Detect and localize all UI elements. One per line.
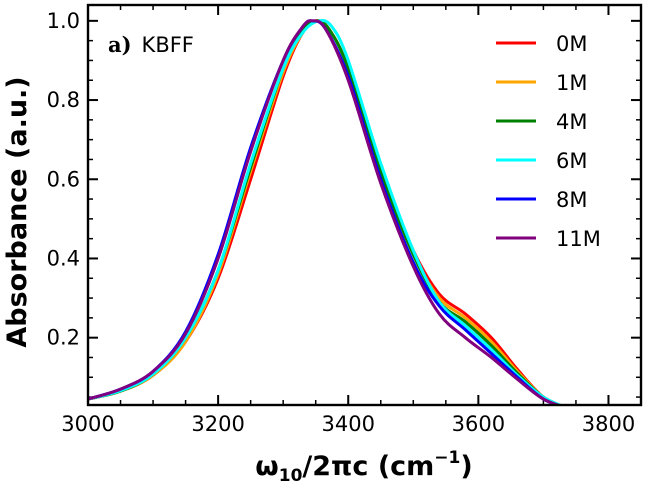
panel-label-name: KBFF bbox=[142, 33, 194, 57]
x-axis-title: ω10/2πc (cm−1) bbox=[255, 448, 472, 485]
plot-frame bbox=[86, 3, 643, 407]
y-tick-label: 0.2 bbox=[47, 326, 80, 350]
panel-label-prefix: a) bbox=[108, 32, 132, 57]
y-tick-label: 0.6 bbox=[47, 167, 80, 191]
x-tick-label: 3400 bbox=[322, 412, 375, 436]
tick-labels: 3000 3200 3400 3600 3800 0.2 0.4 0.6 0.8 1.0 bbox=[47, 9, 636, 436]
legend-label-4M: 4M bbox=[556, 110, 587, 134]
y-tick-label: 0.8 bbox=[47, 88, 80, 112]
legend: 0M 1M 4M 6M 8M 11M bbox=[496, 32, 601, 251]
x-tick-label: 3000 bbox=[61, 412, 114, 436]
y-tick-label: 1.0 bbox=[47, 9, 80, 33]
series-lines bbox=[88, 18, 564, 405]
x-tick-label: 3600 bbox=[452, 412, 505, 436]
series-line-6M bbox=[88, 18, 564, 405]
panel-label: a) KBFF bbox=[108, 32, 194, 57]
legend-label-6M: 6M bbox=[556, 149, 587, 173]
y-tick-label: 0.4 bbox=[47, 246, 80, 270]
y-axis-title: Absorbance (a.u.) bbox=[2, 76, 33, 347]
legend-label-0M: 0M bbox=[556, 32, 587, 56]
legend-label-8M: 8M bbox=[556, 188, 587, 212]
series-line-11M bbox=[88, 19, 563, 405]
x-tick-label: 3200 bbox=[191, 412, 244, 436]
x-tick-label: 3800 bbox=[582, 412, 635, 436]
legend-label-1M: 1M bbox=[556, 71, 587, 95]
legend-label-11M: 11M bbox=[556, 227, 601, 251]
series-line-4M bbox=[88, 19, 564, 405]
